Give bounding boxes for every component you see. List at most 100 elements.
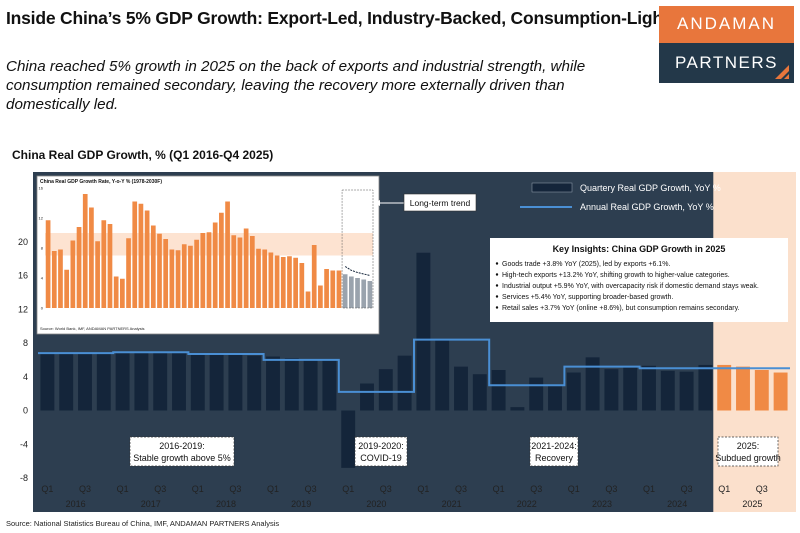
callout-box	[403, 193, 477, 212]
inset-bar	[237, 237, 243, 308]
era-label-line2: COVID-19	[360, 453, 402, 463]
x-tick-q3: Q3	[681, 484, 693, 494]
era-label-line2: Subdued growth	[715, 453, 781, 463]
inset-bar	[107, 224, 113, 308]
quarterly-bar	[228, 354, 243, 411]
insight-item: Industrial output +5.9% YoY, with overca…	[502, 283, 759, 290]
x-tick-q3: Q3	[756, 484, 768, 494]
era-label-line1: 2021-2024:	[531, 441, 577, 451]
x-year-label: 2021	[442, 499, 462, 509]
quarterly-bar	[679, 371, 694, 411]
x-tick-q1: Q1	[568, 484, 580, 494]
inset-y-tick: 8	[41, 246, 44, 251]
inset-bar	[268, 252, 274, 308]
quarterly-bar	[378, 369, 393, 411]
inset-trend-line	[344, 266, 371, 276]
quarterly-bar	[642, 365, 656, 411]
era-box	[717, 436, 779, 467]
inset-bar	[361, 279, 367, 308]
quarterly-bar	[96, 352, 111, 411]
inset-y-tick: 16	[39, 186, 44, 191]
era-label-line1: 2025:	[737, 441, 760, 451]
inset-bar	[342, 274, 348, 308]
logo-line-1: ANDAMAN	[676, 14, 776, 33]
x-tick-q3: Q3	[305, 484, 317, 494]
insights-box	[490, 238, 788, 322]
callout-label: Long-term trend	[410, 198, 471, 208]
source-note: Source: National Statistics Bureau of Ch…	[6, 519, 280, 528]
inset-bar	[76, 227, 82, 308]
quarterly-bar	[303, 359, 318, 411]
quarterly-bar	[360, 383, 374, 411]
inset-bar	[324, 269, 329, 308]
inset-bar	[82, 194, 88, 308]
chart-title: China Real GDP Growth, % (Q1 2016-Q4 202…	[12, 148, 274, 162]
inset-bar	[293, 257, 298, 308]
andaman-partners-logo: ANDAMAN PARTNERS	[659, 6, 794, 83]
quarterly-bar	[153, 352, 168, 411]
x-tick-q3: Q3	[154, 484, 166, 494]
inset-bar	[355, 278, 360, 308]
x-year-label: 2016	[66, 499, 86, 509]
x-year-label: 2022	[517, 499, 537, 509]
inset-bar	[95, 241, 100, 308]
insight-item: Services +5.4% YoY, supporting broader-b…	[502, 294, 673, 301]
quarterly-bar	[491, 370, 506, 411]
quarterly-bar	[266, 356, 280, 411]
inset-bar	[194, 239, 199, 308]
inset-bar	[101, 220, 107, 308]
insight-item: High-tech exports +13.2% YoY, shifting g…	[502, 272, 730, 279]
quarterly-bar	[209, 353, 224, 411]
inset-bar	[188, 245, 193, 308]
quarterly-bar	[284, 358, 299, 411]
quarterly-bar	[78, 353, 92, 411]
inset-bar	[256, 248, 261, 308]
insight-item: Goods trade +3.8% YoY (2025), led by exp…	[502, 261, 670, 268]
legend-bar-swatch	[531, 182, 573, 193]
quarterly-bar	[472, 374, 487, 411]
quarterly-bar	[416, 252, 431, 411]
x-year-label: 2025	[742, 499, 762, 509]
inset-bar	[262, 249, 268, 308]
inset-bar	[132, 201, 138, 308]
x-tick-q1: Q1	[192, 484, 204, 494]
x-year-label: 2019	[291, 499, 311, 509]
quarterly-bar	[548, 386, 562, 411]
logo-bottom-band	[659, 43, 794, 83]
inset-bar	[243, 228, 249, 308]
y-tick-label: 16	[18, 271, 28, 281]
quarterly-bar	[773, 372, 788, 411]
quarterly-bar	[566, 372, 581, 411]
quarterly-bar	[172, 352, 186, 411]
y-tick-label: 20	[18, 237, 28, 247]
y-tick-label: 4	[23, 372, 28, 382]
x-tick-q1: Q1	[718, 484, 730, 494]
era-box	[129, 436, 235, 467]
x-year-label: 2020	[366, 499, 386, 509]
inset-bar	[231, 235, 237, 308]
quarterly-bar	[59, 353, 74, 411]
quarterly-bar	[736, 366, 750, 411]
inset-bar	[51, 251, 57, 308]
inset-bar	[200, 233, 206, 308]
y-tick-label: 0	[23, 406, 28, 416]
inset-bar	[181, 244, 187, 308]
x-year-label: 2023	[592, 499, 612, 509]
inset-bar	[169, 249, 175, 308]
inset-bar	[157, 233, 162, 308]
quarterly-bar	[585, 357, 600, 411]
quarterly-bar	[529, 377, 544, 411]
x-year-label: 2018	[216, 499, 236, 509]
insight-item: Retail sales +3.7% YoY (online +8.6%), b…	[502, 305, 740, 312]
inset-bar	[89, 207, 94, 308]
insight-bullet	[495, 306, 499, 309]
x-tick-q3: Q3	[79, 484, 91, 494]
logo-mark-icon	[775, 65, 789, 79]
era-label-line2: Recovery	[535, 453, 574, 463]
inset-bar	[120, 278, 125, 308]
insight-bullet	[495, 273, 499, 276]
inset-bar	[367, 281, 373, 308]
inset-bar	[212, 222, 218, 308]
era-label-line1: 2019-2020:	[358, 441, 404, 451]
